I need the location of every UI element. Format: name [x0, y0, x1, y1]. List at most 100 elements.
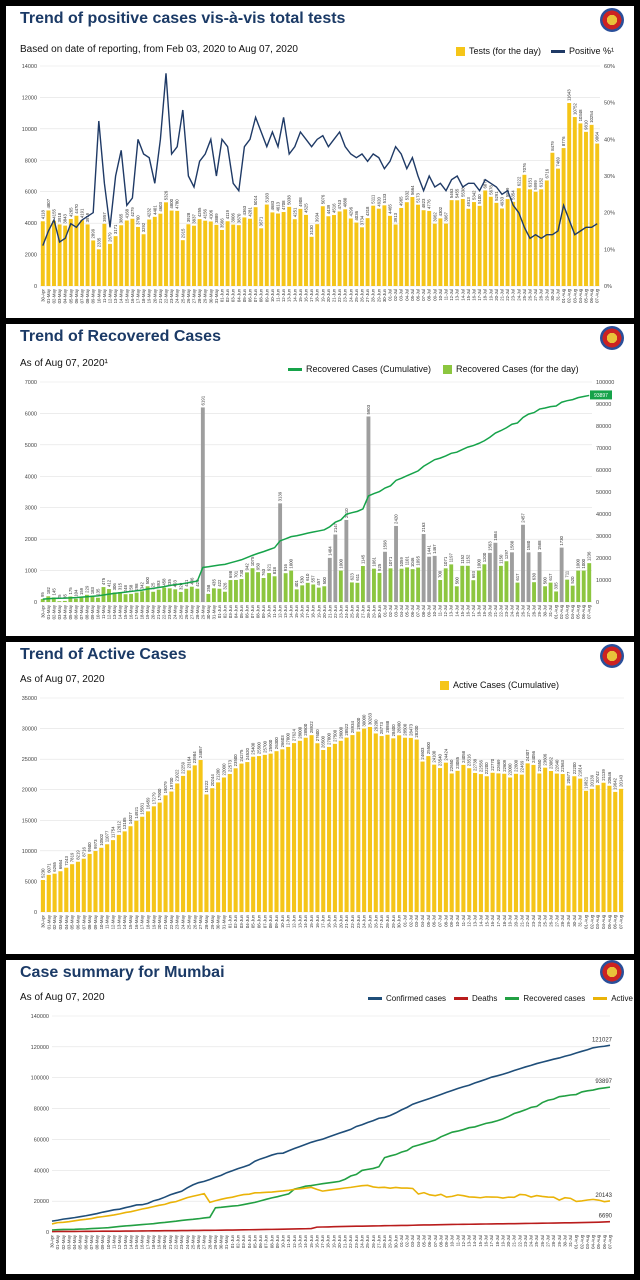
data-label: 23540 — [438, 754, 443, 767]
data-label: 6152 — [539, 177, 544, 187]
data-label: 159 — [79, 587, 84, 595]
data-label: 27000 — [286, 732, 291, 745]
x-tick-label: 20-May — [162, 1234, 167, 1249]
bar — [493, 542, 498, 602]
x-tick-label: 02-Jun — [233, 914, 238, 928]
data-label: 24275 — [239, 749, 244, 762]
data-label: 6151 — [528, 177, 533, 187]
x-tick-label: 10-May — [106, 1234, 111, 1249]
x-tick-label: 22-Jun — [348, 1234, 353, 1248]
x-tick-label: 14-Jul — [472, 1235, 477, 1247]
end-value-label: 20143 — [595, 1193, 612, 1199]
bar — [267, 573, 272, 602]
data-label: 2420 — [394, 514, 399, 524]
data-label: 4439 — [326, 204, 331, 214]
bar — [57, 224, 62, 286]
bar — [360, 566, 365, 602]
chart-recovered: 0100020003000400050006000700001000020000… — [25, 380, 615, 619]
data-label: 6071 — [46, 863, 51, 873]
bar — [96, 597, 100, 602]
x-tick-label: 09-May — [91, 288, 96, 303]
bar — [548, 582, 553, 602]
x-tick-label: 24-Jul — [516, 289, 521, 301]
x-tick-label: 02-May — [52, 288, 57, 303]
data-label: 11754 — [111, 826, 116, 838]
x-tick-label: 30-Jun — [393, 1234, 398, 1248]
x-tick-label: 29-Jun — [388, 1234, 393, 1248]
bar — [379, 736, 384, 912]
x-tick-label: 20-Jul — [494, 289, 499, 301]
x-tick-label: 05-Jun — [242, 288, 247, 302]
x-tick-label: 11-Jul — [438, 605, 443, 616]
deaths-line — [51, 1220, 611, 1233]
data-label: 11077 — [105, 830, 110, 842]
x-tick-label: 04-Aug — [578, 288, 583, 302]
legend: Tests (for the day) Positive %¹ — [456, 46, 614, 56]
data-label: 22000 — [221, 763, 226, 776]
x-tick-label: 12-Jul — [449, 289, 454, 301]
data-label: 4118 — [40, 209, 45, 219]
bar — [427, 556, 432, 602]
x-tick-label: 11-May — [101, 604, 106, 619]
data-label: 1071 — [443, 556, 448, 566]
bar — [186, 770, 191, 912]
bar — [543, 586, 548, 602]
y2-tick-label: 20% — [604, 211, 615, 217]
data-label: 5538 — [460, 187, 465, 197]
x-tick-label: 10-May — [95, 604, 100, 619]
data-label: 6265 — [52, 862, 57, 872]
data-label: 3671 — [259, 216, 264, 226]
x-tick-label: 31-Jul — [548, 605, 553, 617]
data-label: 3760 — [136, 215, 141, 225]
x-tick-label: 27-May — [202, 1234, 207, 1249]
y2-tick-label: 100000 — [596, 380, 614, 386]
x-tick-label: 30-Jul — [572, 915, 577, 927]
x-tick-label: 22-Jul — [505, 289, 510, 301]
x-tick-label: 31-May — [224, 1234, 229, 1249]
bar — [526, 552, 531, 602]
x-tick-label: 13-Jun — [287, 288, 292, 302]
x-tick-label: 21-Jun — [344, 914, 349, 928]
data-label: 19222 — [204, 780, 209, 793]
bar — [498, 565, 503, 602]
x-tick-label: 27-May — [198, 914, 203, 929]
data-label: 9973 — [93, 839, 98, 849]
bar — [537, 773, 542, 912]
bar — [402, 737, 408, 912]
data-label: 4823 — [421, 198, 426, 208]
x-tick-label: 20-Jun — [322, 604, 327, 618]
y-tick-label: 4000 — [25, 221, 37, 227]
x-tick-label: 11-Jun — [276, 288, 281, 301]
x-tick-label: 01-May — [46, 604, 51, 619]
data-label: 458 — [162, 578, 167, 586]
bar — [373, 733, 378, 912]
x-tick-label: 14-May — [122, 914, 127, 929]
data-label: 4168 — [124, 208, 129, 218]
x-tick-label: 28-May — [197, 288, 202, 303]
x-tick-label: 02-Aug — [579, 1234, 584, 1248]
x-tick-label: 26-Jun — [373, 914, 378, 928]
data-label: 4776 — [427, 199, 432, 209]
bar — [572, 117, 577, 286]
bar — [46, 874, 51, 912]
bar — [262, 754, 267, 912]
x-tick-label: 25-May — [180, 288, 185, 303]
data-label: 1580 — [509, 540, 514, 550]
data-label: 1059 — [399, 557, 404, 567]
bar — [320, 206, 325, 286]
x-tick-label: 27-Jun — [365, 288, 370, 302]
chart-summary: 0 20000 40000 60000 80000 100000 120000 140000 1… — [31, 1014, 613, 1249]
x-tick-label: 22-Jul — [517, 1235, 522, 1247]
x-tick-label: 29-Jul — [537, 605, 542, 617]
y-tick-label: 15000 — [22, 818, 37, 824]
data-label: 4156 — [203, 209, 208, 219]
data-label: 5014 — [253, 195, 258, 205]
x-tick-label: 08-Jul — [438, 1235, 443, 1247]
bar — [487, 552, 492, 602]
x-tick-label: 01-May — [46, 914, 51, 929]
bar — [490, 772, 495, 912]
x-tick-label: 24-Jul — [537, 915, 542, 927]
data-label: 2335 — [96, 237, 101, 247]
x-tick-label: 08-Jul — [427, 289, 432, 301]
data-label: 5342 — [472, 190, 477, 200]
